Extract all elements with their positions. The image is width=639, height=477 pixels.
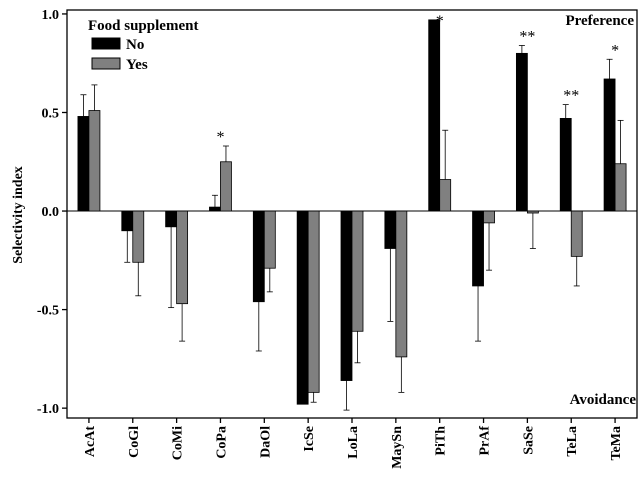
bars — [77, 19, 627, 405]
x-tick-label-icse: IcSe — [302, 426, 317, 452]
bar-yes-tema — [614, 163, 627, 212]
bar-yes-icse — [307, 210, 320, 393]
bar-no-sase — [515, 52, 528, 212]
x-tick-label-copa: CoPa — [214, 426, 229, 459]
bar-yes-lola — [351, 210, 364, 332]
bar-yes-praf — [483, 210, 495, 224]
bar-no-acat — [77, 116, 90, 212]
error-bars — [80, 45, 624, 411]
significance-mark: ** — [519, 28, 535, 45]
bar-yes-sase — [526, 210, 539, 214]
x-tick-label-comi: CoMi — [171, 426, 186, 460]
x-tick-label-lola: LoLa — [346, 426, 361, 459]
bar-no-cogl — [121, 210, 134, 232]
bar-yes-cogl — [132, 210, 145, 263]
x-tick-label-cogl: CoGl — [127, 426, 142, 458]
legend: Food supplement No Yes — [88, 18, 198, 73]
bar-yes-copa — [220, 161, 232, 212]
x-tick-label-praf: PrAf — [478, 426, 493, 456]
significance-mark: * — [216, 129, 224, 146]
bar-yes-maysn — [395, 210, 408, 358]
y-tick-label: 0.5 — [42, 106, 60, 121]
significance-mark: * — [436, 13, 444, 30]
bar-no-pith — [428, 19, 441, 212]
x-tick-label-maysn: MaySn — [390, 426, 405, 469]
x-tick-label-acat: AcAt — [83, 426, 98, 457]
bar-no-icse — [296, 210, 309, 405]
x-tick-label-sase: SaSe — [521, 426, 536, 455]
y-axis-label: Selectivity index — [11, 166, 26, 264]
bar-no-daol — [252, 210, 265, 303]
legend-label-no: No — [126, 37, 144, 53]
y-tick-label: -0.5 — [37, 304, 59, 319]
bar-yes-comi — [176, 210, 189, 305]
bar-yes-acat — [88, 110, 101, 212]
bar-yes-tela — [570, 210, 583, 257]
bar-no-comi — [165, 210, 178, 228]
avoidance-label: Avoidance — [570, 392, 637, 408]
bar-no-copa — [209, 206, 221, 212]
x-tick-label-tela: TeLa — [565, 426, 580, 457]
bar-no-lola — [340, 210, 353, 381]
axes: -1.0 -0.5 0.0 0.5 1.0 — [37, 8, 638, 423]
bar-yes-pith — [439, 179, 452, 212]
bar-no-tela — [559, 118, 572, 212]
bar-no-tema — [603, 78, 616, 212]
bar-no-praf — [472, 210, 484, 287]
legend-label-yes: Yes — [126, 57, 148, 73]
y-tick-label: -1.0 — [37, 402, 59, 417]
legend-swatch-no — [91, 37, 121, 50]
bar-no-maysn — [384, 210, 397, 249]
significance-mark: * — [611, 42, 619, 59]
x-tick-label-tema: TeMa — [609, 426, 624, 460]
y-tick-label: 0.0 — [42, 205, 60, 220]
bar-yes-daol — [263, 210, 276, 269]
x-tick-label-daol: DaOl — [258, 426, 273, 458]
significance-mark: ** — [563, 88, 579, 105]
preference-label: Preference — [565, 13, 634, 29]
legend-swatch-yes — [91, 57, 121, 70]
y-tick-label: 1.0 — [42, 8, 60, 23]
legend-title: Food supplement — [88, 18, 198, 34]
x-tick-label-pith: PiTh — [434, 426, 449, 456]
labels: AcAt CoGl CoMi CoPa DaOl IcSe LoLa MaySn PiTh PrA… — [83, 13, 624, 469]
